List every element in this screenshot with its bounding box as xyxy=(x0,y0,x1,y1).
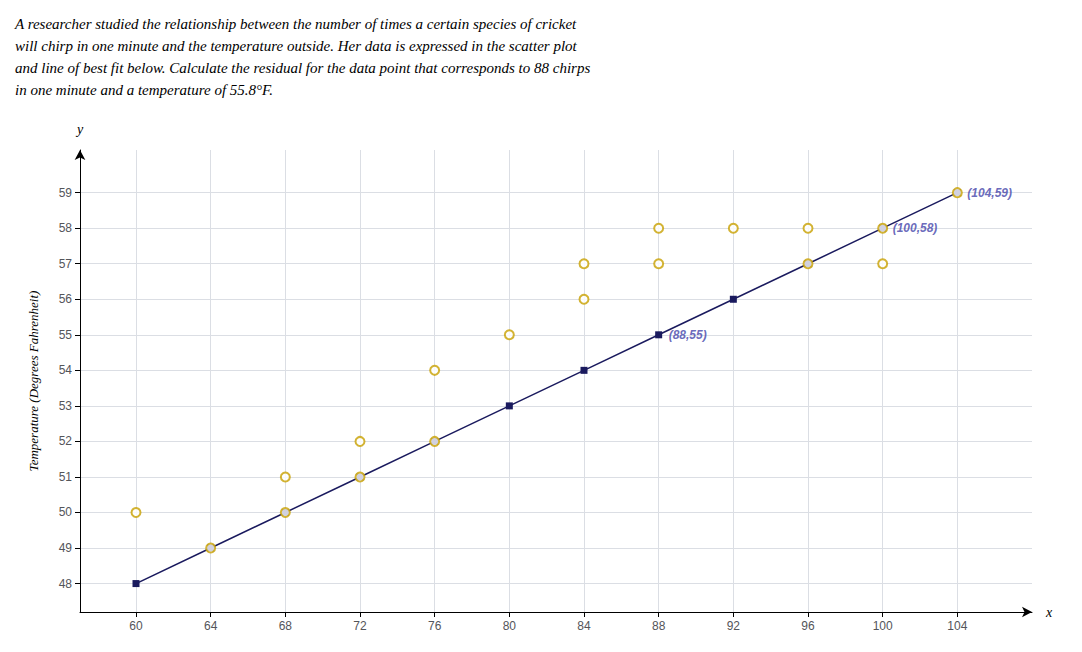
svg-text:72: 72 xyxy=(353,619,367,633)
svg-text:58: 58 xyxy=(59,221,73,235)
svg-text:49: 49 xyxy=(59,541,73,555)
svg-text:55: 55 xyxy=(59,328,73,342)
svg-text:A researcher studied the relat: A researcher studied the relationship be… xyxy=(14,16,577,32)
svg-text:48: 48 xyxy=(59,577,73,591)
svg-text:88: 88 xyxy=(652,619,666,633)
svg-text:and line of best fit below. Ca: and line of best fit below. Calculate th… xyxy=(15,60,590,76)
svg-text:52: 52 xyxy=(59,434,73,448)
svg-text:92: 92 xyxy=(727,619,741,633)
svg-text:100: 100 xyxy=(873,619,893,633)
svg-text:50: 50 xyxy=(59,505,73,519)
svg-text:104: 104 xyxy=(947,619,967,633)
svg-text:60: 60 xyxy=(129,619,143,633)
svg-text:57: 57 xyxy=(59,257,73,271)
svg-text:59: 59 xyxy=(59,186,73,200)
svg-text:54: 54 xyxy=(59,363,73,377)
svg-text:80: 80 xyxy=(503,619,517,633)
svg-text:x: x xyxy=(1045,605,1053,620)
svg-text:96: 96 xyxy=(801,619,815,633)
svg-text:51: 51 xyxy=(59,470,73,484)
svg-text:(88,55): (88,55) xyxy=(669,328,707,342)
svg-text:53: 53 xyxy=(59,399,73,413)
svg-text:84: 84 xyxy=(577,619,591,633)
svg-text:56: 56 xyxy=(59,292,73,306)
svg-text:76: 76 xyxy=(428,619,442,633)
svg-text:in one minute and a temperatur: in one minute and a temperature of 55.8°… xyxy=(15,82,273,98)
svg-text:y: y xyxy=(75,122,84,137)
svg-text:64: 64 xyxy=(204,619,218,633)
svg-text:Temperature (Degrees Fahrenhei: Temperature (Degrees Fahrenheit) xyxy=(26,291,41,472)
svg-text:68: 68 xyxy=(279,619,293,633)
svg-text:will chirp in one minute and t: will chirp in one minute and the tempera… xyxy=(15,38,578,54)
svg-text:(100,58): (100,58) xyxy=(893,221,938,235)
svg-text:(104,59): (104,59) xyxy=(967,186,1012,200)
